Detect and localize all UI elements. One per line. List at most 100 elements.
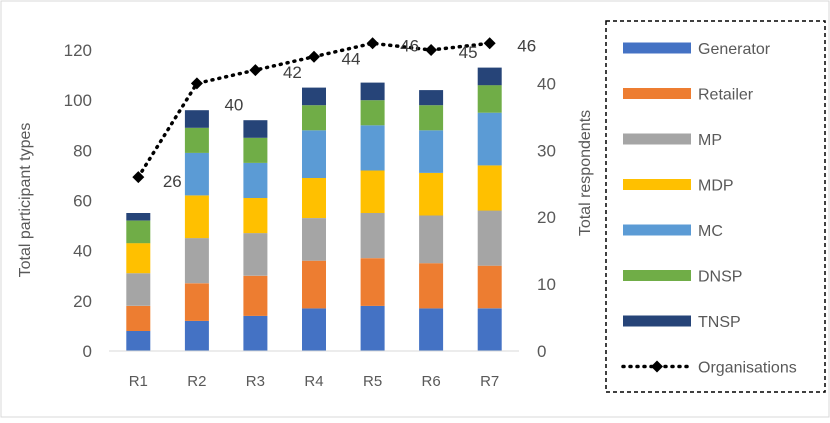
legend-swatch-retailer [623,88,691,99]
bar-retailer-r1 [126,305,151,331]
bar-dnsp-r7 [477,85,502,113]
legend-swatch-tnsp [623,315,691,327]
marker-organisations-r1 [132,171,145,184]
bar-mdp-r3 [243,198,268,234]
bar-mdp-r1 [126,243,151,274]
bar-mdp-r4 [302,177,326,218]
bar-mc-r5 [360,125,385,171]
bar-generator-r4 [302,308,326,351]
bar-retailer-r5 [360,258,385,306]
y2-tick-label: 40 [537,74,556,93]
marker-organisations-r2 [190,77,203,90]
bar-mp-r6 [419,215,444,264]
legend-label-tnsp: TNSP [698,314,741,331]
bar-tnsp-r7 [477,67,502,86]
marker-organisations-r5 [366,37,379,50]
bar-mp-r3 [243,233,268,276]
y-tick-label: 20 [73,292,92,311]
bar-mdp-r5 [360,170,385,213]
bar-retailer-r4 [302,260,326,309]
x-tick-label: R4 [304,373,323,390]
y2-tick-label: 10 [537,275,556,294]
bar-generator-r1 [126,330,151,351]
y-tick-label: 40 [73,242,92,261]
data-label-organisations: 44 [342,50,361,69]
y2-axis-title: Total respondents [577,110,594,236]
data-label-organisations: 46 [517,36,536,55]
y-tick-label: 80 [73,141,92,160]
bar-tnsp-r5 [360,82,385,101]
bar-generator-r7 [477,308,502,351]
bar-generator-r3 [243,315,268,351]
bar-dnsp-r3 [243,137,268,163]
bar-dnsp-r1 [126,220,151,244]
data-label-organisations: 45 [459,43,478,62]
bar-mc-r7 [477,112,502,166]
bar-tnsp-r1 [126,213,151,221]
y2-tick-label: 20 [537,208,556,227]
y-axis-title: Total participant types [17,123,34,278]
bar-generator-r2 [184,320,209,351]
bar-mdp-r7 [477,165,502,211]
legend-label-dnsp: DNSP [698,269,742,286]
bar-generator-r6 [419,308,444,351]
bar-dnsp-r2 [184,127,209,153]
y-tick-label: 100 [64,91,92,110]
bar-mp-r4 [302,218,326,261]
y-tick-label: 120 [64,41,92,60]
marker-organisations-r6 [425,44,438,56]
data-label-organisations: 42 [283,63,302,82]
legend-label-retailer: Retailer [698,87,754,104]
data-label-organisations: 40 [224,95,243,114]
x-tick-label: R2 [187,373,206,390]
bar-retailer-r7 [477,265,502,309]
x-tick-label: R6 [422,373,441,390]
bar-mp-r2 [184,238,209,284]
bar-mdp-r2 [184,195,209,239]
bar-retailer-r6 [419,263,444,309]
legend-swatch-mdp [623,179,691,190]
bar-dnsp-r6 [419,105,444,131]
axes: 0 20 40 60 80 100 120 0 10 20 30 40 R1 R2 R3 R4 R5 R6 R7 To… [17,41,594,390]
x-tick-label: R7 [480,373,499,390]
bar-mdp-r6 [419,172,444,216]
legend-marker-organisations [651,360,663,373]
bar-mp-r7 [477,210,502,266]
bar-dnsp-r5 [360,100,385,126]
bar-tnsp-r6 [419,90,444,106]
bar-mp-r5 [360,213,385,259]
bar-mc-r4 [302,130,326,178]
y-tick-label: 60 [73,192,92,211]
legend-swatch-dnsp [623,270,691,281]
y-tick-label: 0 [83,342,92,361]
legend-label-mdp: MDP [698,178,734,195]
legend-swatch-mp [623,133,691,145]
x-tick-label: R5 [363,373,382,390]
plot-area: 26 40 42 44 46 45 46 [126,36,536,351]
legend-label-mc: MC [698,223,723,240]
bar-tnsp-r2 [184,110,209,128]
bar-mc-r2 [184,152,209,196]
legend-swatch-generator [623,42,691,54]
legend-label-organisations: Organisations [698,360,797,377]
bar-tnsp-r4 [302,87,326,106]
x-tick-label: R1 [129,373,148,390]
legend-swatch-mc [623,224,691,236]
bar-retailer-r3 [243,275,268,316]
y2-tick-label: 30 [537,141,556,160]
bar-tnsp-r3 [243,120,268,138]
bar-dnsp-r4 [302,105,326,131]
legend-label-mp: MP [698,132,722,149]
bar-generator-r5 [360,305,385,351]
y2-tick-label: 0 [537,342,546,361]
legend-box [605,20,826,393]
bar-mp-r1 [126,273,151,306]
marker-organisations-r3 [249,64,262,77]
legend: Generator Retailer MP MDP MC DNSP TNSP Organisa… [605,20,826,393]
bar-mc-r6 [419,130,444,173]
bar-retailer-r2 [184,283,209,321]
data-label-organisations: 46 [400,36,419,55]
